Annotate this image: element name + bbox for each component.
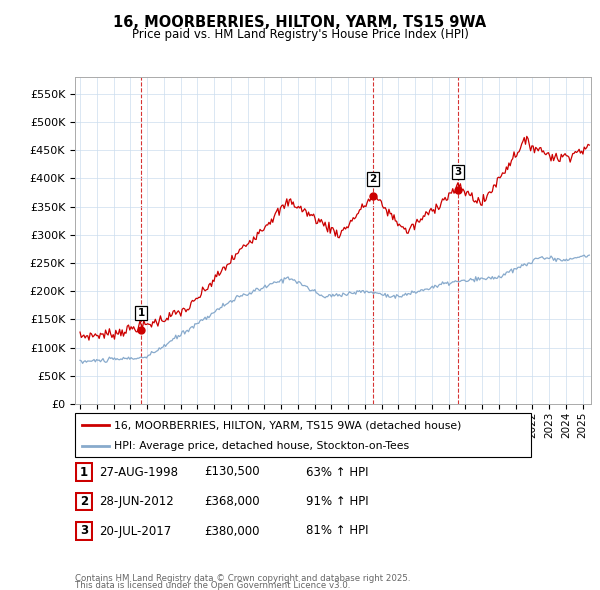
Text: 1: 1 [80, 466, 88, 478]
Text: 2: 2 [370, 174, 377, 184]
Text: 91% ↑ HPI: 91% ↑ HPI [306, 495, 368, 508]
Text: £368,000: £368,000 [204, 495, 260, 508]
Text: HPI: Average price, detached house, Stockton-on-Tees: HPI: Average price, detached house, Stoc… [114, 441, 409, 451]
Text: 16, MOORBERRIES, HILTON, YARM, TS15 9WA: 16, MOORBERRIES, HILTON, YARM, TS15 9WA [113, 15, 487, 30]
Text: 16, MOORBERRIES, HILTON, YARM, TS15 9WA (detached house): 16, MOORBERRIES, HILTON, YARM, TS15 9WA … [114, 421, 461, 430]
Text: 81% ↑ HPI: 81% ↑ HPI [306, 525, 368, 537]
Text: £380,000: £380,000 [204, 525, 260, 537]
Text: 27-AUG-1998: 27-AUG-1998 [99, 466, 178, 478]
Text: 63% ↑ HPI: 63% ↑ HPI [306, 466, 368, 478]
Text: 2: 2 [80, 495, 88, 508]
Text: 1: 1 [137, 308, 145, 318]
Text: This data is licensed under the Open Government Licence v3.0.: This data is licensed under the Open Gov… [75, 581, 350, 590]
Text: Contains HM Land Registry data © Crown copyright and database right 2025.: Contains HM Land Registry data © Crown c… [75, 574, 410, 583]
Text: 3: 3 [454, 167, 461, 177]
Text: 28-JUN-2012: 28-JUN-2012 [99, 495, 174, 508]
Text: 20-JUL-2017: 20-JUL-2017 [99, 525, 171, 537]
Text: £130,500: £130,500 [204, 466, 260, 478]
Text: Price paid vs. HM Land Registry's House Price Index (HPI): Price paid vs. HM Land Registry's House … [131, 28, 469, 41]
Text: 3: 3 [80, 525, 88, 537]
